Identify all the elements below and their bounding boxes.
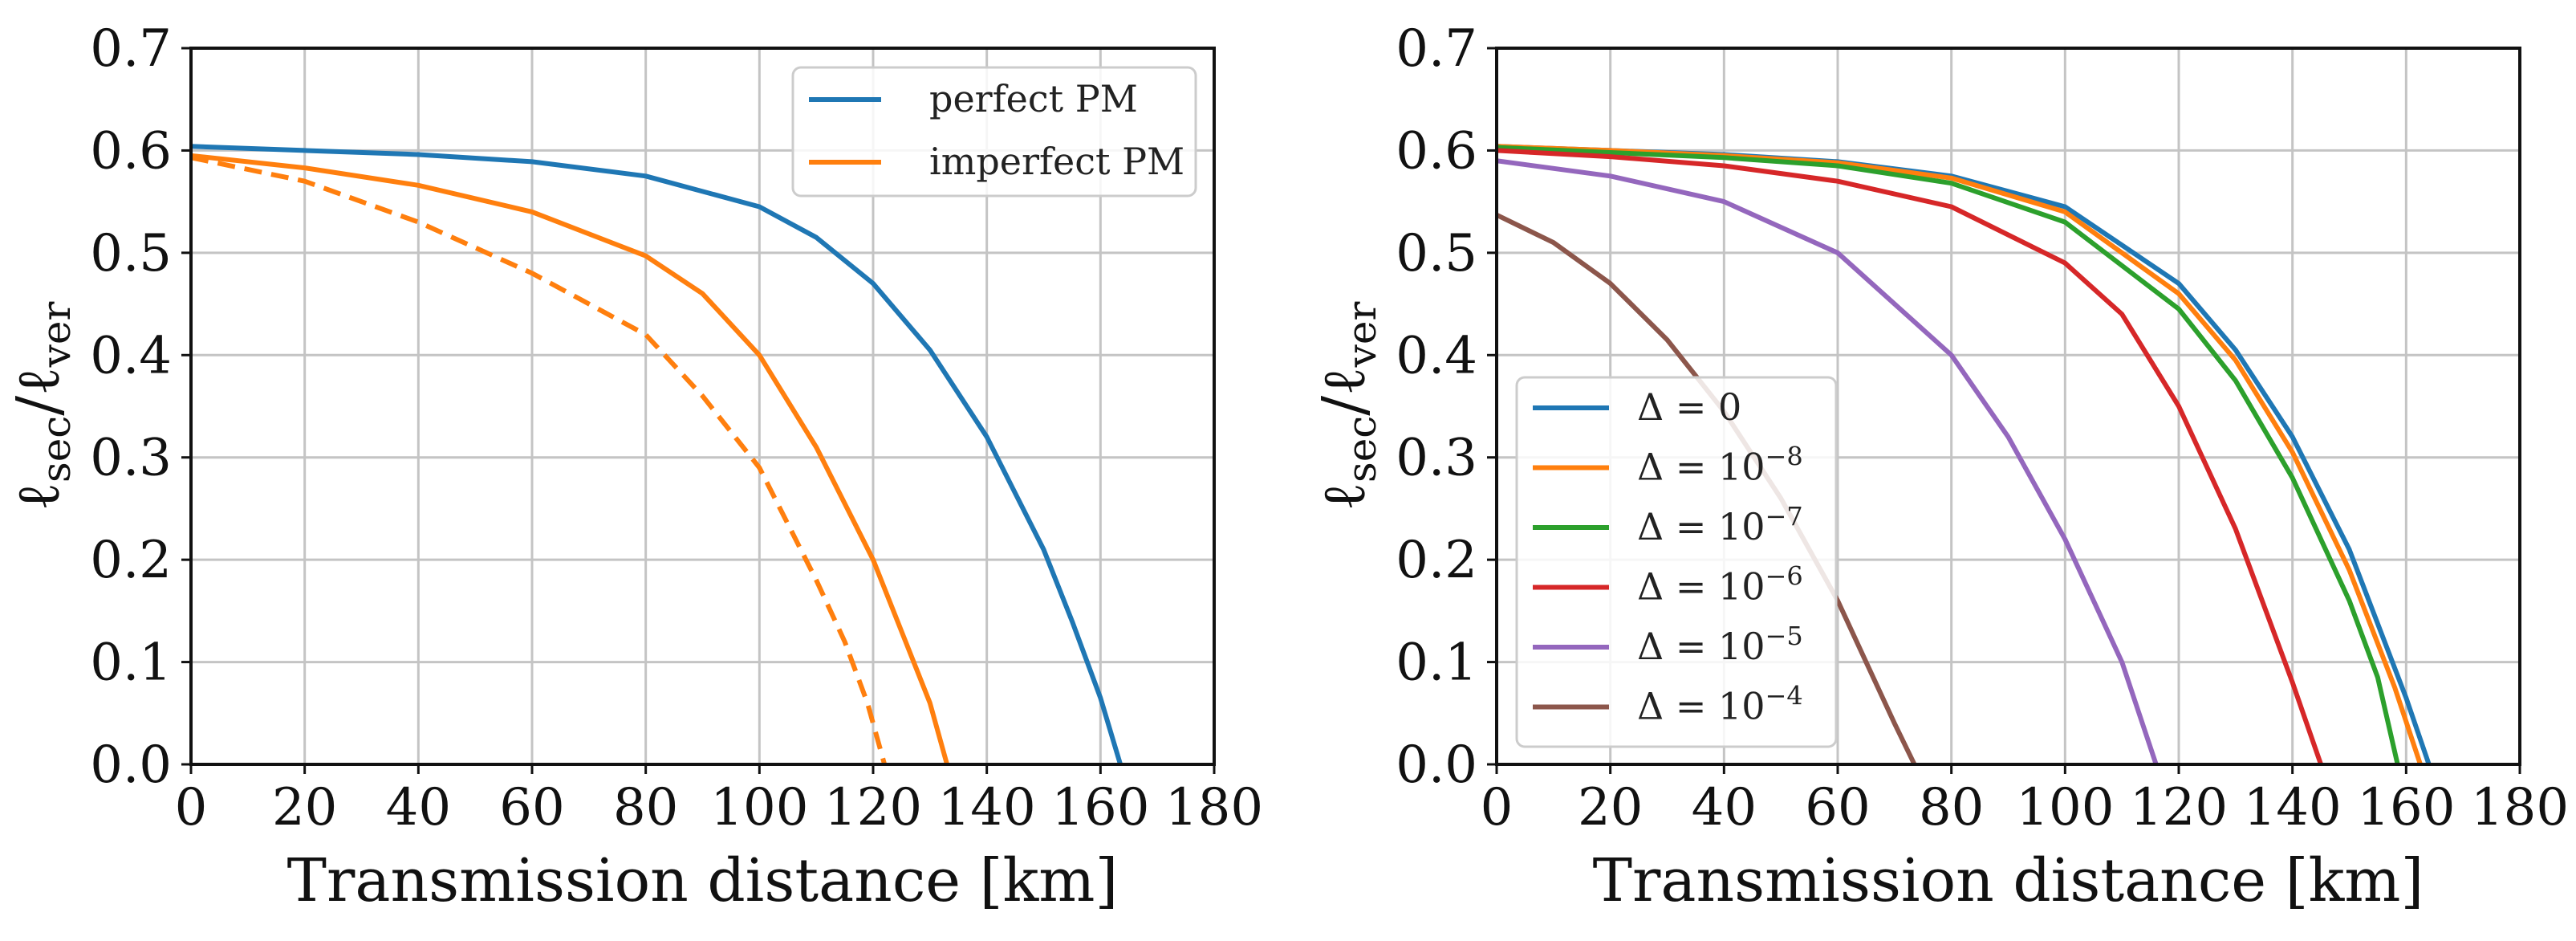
x-tick-label: 100 (2016, 778, 2114, 837)
legend-label-base: Δ = 10 (1637, 685, 1765, 728)
x-tick-label: 140 (938, 778, 1036, 837)
y-tick-label: 0.0 (90, 735, 172, 795)
x-tick-label: 0 (175, 778, 208, 837)
y-axis-title: ℓsec/ℓver (4, 301, 79, 511)
legend-label-base: Δ = 0 (1637, 385, 1741, 429)
y-tick-label: 0.5 (90, 224, 172, 283)
legend-label: perfect PM (929, 77, 1138, 120)
y-axis-title-subscript: ver (1339, 301, 1385, 368)
x-tick-label: 160 (2357, 778, 2455, 837)
plot-frame (1495, 47, 2521, 766)
series-line-1 (191, 153, 949, 764)
plot-frame (189, 47, 1216, 766)
y-axis-title: ℓsec/ℓver (1310, 301, 1385, 511)
x-tick-label: 20 (272, 778, 337, 837)
y-tick-label: 0.4 (1396, 326, 1477, 385)
x-axis-title: Transmission distance [km] (287, 846, 1119, 915)
legend-label-base: Δ = 10 (1637, 446, 1765, 489)
y-tick-label: 0.5 (1396, 224, 1477, 283)
x-tick-label: 120 (2130, 778, 2228, 837)
left-chart-panel: 0 20 40 60 80 100 120 140 160 180 0.0 0.1 0.2 0.3 0.4 0… (4, 19, 1263, 915)
x-tick-label: 160 (1051, 778, 1149, 837)
y-tick-label: 0.0 (1396, 735, 1477, 795)
x-tick-label: 80 (613, 778, 678, 837)
x-tick-label: 60 (499, 778, 564, 837)
series-line-4 (1497, 158, 2159, 764)
series-group (1497, 144, 2432, 764)
right-chart-panel: 0 20 40 60 80 100 120 140 160 180 0.0 0.1 0.2 0.3 0.4 0… (1310, 19, 2569, 915)
y-axis-title-subscript: ver (33, 301, 79, 368)
y-tick-label: 0.3 (90, 429, 172, 488)
y-tick-label: 0.7 (90, 19, 172, 79)
x-tick-label: 20 (1578, 778, 1643, 837)
x-tick-label: 100 (710, 778, 808, 837)
x-tick-label: 60 (1805, 778, 1870, 837)
y-tick-label: 0.7 (1396, 19, 1477, 79)
y-tick-label: 0.1 (90, 633, 172, 693)
y-axis-title-subscript: sec (1339, 416, 1385, 483)
y-tick-label: 0.1 (1396, 633, 1477, 693)
legend: perfect PM imperfect PM (791, 66, 1197, 198)
y-tick-label: 0.4 (90, 326, 172, 385)
legend-label-base: Δ = 10 (1637, 625, 1765, 668)
y-axis-title-part: /ℓ (1310, 367, 1379, 415)
legend-label-base: Δ = 10 (1637, 565, 1765, 609)
series-line-0 (191, 144, 1123, 764)
x-tick-label: 0 (1481, 778, 1514, 837)
series-group (191, 144, 1123, 764)
legend-label: Δ = 10−5 (1637, 621, 1803, 668)
y-axis-title-part: ℓ (4, 483, 73, 511)
y-tick-label: 0.6 (90, 121, 172, 181)
legend-label: Δ = 0 (1637, 385, 1741, 429)
x-tick-label: 120 (824, 778, 922, 837)
legend-label: Δ = 10−7 (1637, 501, 1803, 548)
y-tick-label: 0.3 (1396, 429, 1477, 488)
y-axis-title-part: ℓ (1310, 483, 1379, 511)
x-tick-label: 140 (2244, 778, 2342, 837)
legend-label-base: Δ = 10 (1637, 505, 1765, 548)
y-tick-label: 0.2 (1396, 531, 1477, 590)
legend-label-exponent: −6 (1765, 561, 1803, 592)
legend-label-exponent: −5 (1765, 621, 1803, 651)
legend-label: Δ = 10−6 (1637, 561, 1803, 609)
x-tick-label: 180 (1165, 778, 1263, 837)
y-axis-title-part: /ℓ (4, 367, 73, 415)
x-tick-label: 180 (2471, 778, 2569, 837)
series-line-2 (191, 155, 888, 764)
x-axis-title: Transmission distance [km] (1593, 846, 2424, 915)
legend: Δ = 0Δ = 10−8Δ = 10−7Δ = 10−6Δ = 10−5Δ =… (1515, 376, 1838, 748)
legend-label-exponent: −7 (1765, 501, 1803, 532)
x-tick-label: 40 (1692, 778, 1757, 837)
legend-label-exponent: −4 (1765, 681, 1803, 711)
legend-label: Δ = 10−8 (1637, 442, 1803, 489)
legend-label: imperfect PM (929, 140, 1184, 183)
legend-label: Δ = 10−4 (1637, 681, 1803, 728)
y-tick-label: 0.6 (1396, 121, 1477, 181)
x-tick-label: 40 (386, 778, 451, 837)
legend-label-exponent: −8 (1765, 442, 1803, 472)
legend-box (791, 66, 1197, 198)
y-tick-label: 0.2 (90, 531, 172, 590)
series-line-2 (1497, 145, 2400, 764)
y-axis-title-subscript: sec (33, 416, 79, 483)
series-line-3 (1497, 148, 2323, 764)
x-tick-label: 80 (1919, 778, 1984, 837)
